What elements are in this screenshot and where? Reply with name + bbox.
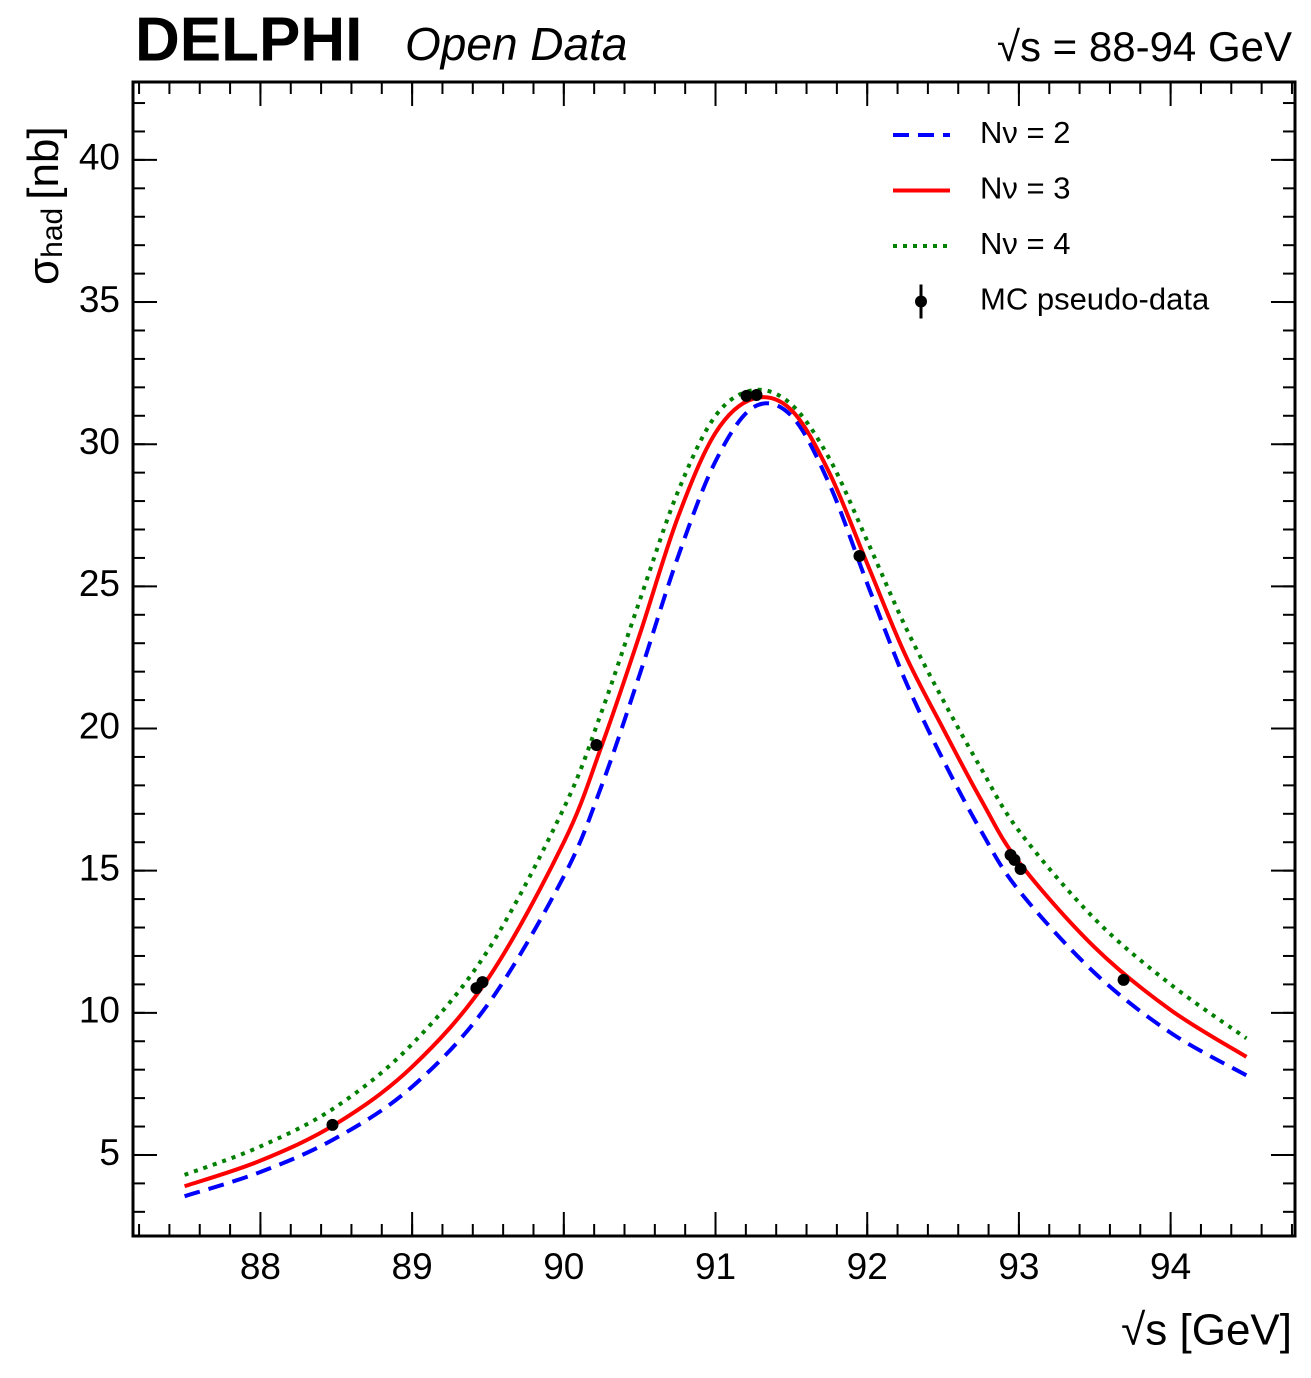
data-point <box>750 389 763 402</box>
x-tick-label: 88 <box>240 1246 281 1287</box>
legend-swatch <box>915 295 927 308</box>
legend-label: Nν = 4 <box>980 226 1070 261</box>
legend-label: MC pseudo-data <box>980 282 1210 317</box>
x-tick-label: 90 <box>543 1246 584 1287</box>
x-tick-label: 92 <box>847 1246 888 1287</box>
y-tick-label: 15 <box>79 847 120 888</box>
data-point <box>590 739 603 752</box>
energy-annotation: √s = 88-94 GeV <box>997 23 1292 70</box>
series-line <box>183 395 1248 1189</box>
y-label-subscript: had <box>36 208 69 258</box>
data-point <box>1014 862 1027 875</box>
x-tick-label: 94 <box>1150 1246 1191 1287</box>
x-axis-label: √s [GeV] <box>1121 1306 1292 1355</box>
y-tick-label: 20 <box>79 705 120 746</box>
y-tick-label: 30 <box>79 421 120 462</box>
legend-label: Nν = 2 <box>980 115 1070 150</box>
y-tick-label: 35 <box>79 279 120 320</box>
series-line <box>183 387 1248 1177</box>
chart-title: DELPHI <box>135 5 362 74</box>
x-tick-label: 89 <box>392 1246 433 1287</box>
y-label-symbol: σ <box>19 258 68 285</box>
y-tick-label: 40 <box>79 137 120 178</box>
series-line <box>183 401 1248 1199</box>
data-point <box>1117 973 1130 986</box>
data-point <box>853 549 866 562</box>
chart-subtitle: Open Data <box>405 18 627 70</box>
legend-label: Nν = 3 <box>980 171 1070 206</box>
data-point <box>740 389 753 402</box>
y-tick-label: 5 <box>99 1132 120 1173</box>
x-tick-label: 93 <box>998 1246 1039 1287</box>
y-tick-label: 25 <box>79 563 120 604</box>
plot-frame <box>131 80 1297 1238</box>
data-point <box>326 1118 339 1131</box>
x-tick-label: 91 <box>695 1246 736 1287</box>
y-label-unit: [nb] <box>19 126 68 199</box>
data-point <box>1008 853 1021 866</box>
data-point <box>476 976 489 989</box>
y-tick-label: 10 <box>79 990 120 1031</box>
y-axis-label: σhad [nb] <box>19 126 69 285</box>
